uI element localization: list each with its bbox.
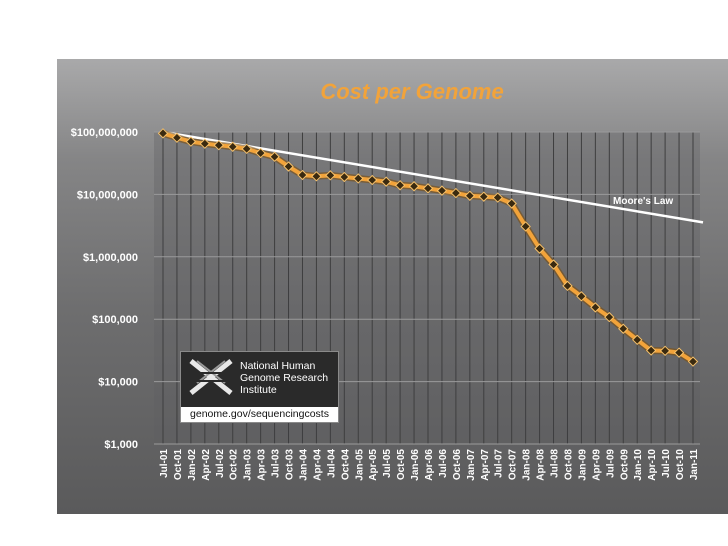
chart-slide: Cost per Genome $100,000,000 $10,000,000 $… bbox=[57, 59, 728, 514]
x-tick-label: Jan-08 bbox=[522, 449, 533, 481]
x-tick-label: Oct-02 bbox=[229, 449, 240, 481]
x-tick-label: Jan-03 bbox=[243, 449, 254, 481]
cost-data-point bbox=[478, 191, 489, 202]
y-axis: $100,000,000 $10,000,000 $1,000,000 $100,00… bbox=[71, 127, 138, 451]
cost-data-point bbox=[269, 151, 280, 162]
cost-data-point bbox=[632, 334, 643, 345]
y-tick-label: $1,000 bbox=[104, 439, 138, 451]
x-tick-label: Jul-03 bbox=[271, 449, 282, 478]
cost-data-point bbox=[673, 347, 685, 358]
cost-data-point bbox=[548, 259, 559, 270]
x-tick-label: Jan-10 bbox=[633, 449, 644, 481]
cost-data-point bbox=[380, 176, 392, 187]
x-tick-label: Oct-03 bbox=[285, 449, 296, 481]
cost-data-point bbox=[506, 198, 517, 209]
y-tick-label: $10,000,000 bbox=[77, 189, 138, 201]
cost-data-point bbox=[450, 187, 462, 199]
x-tick-label: Apr-08 bbox=[536, 449, 547, 481]
cost-data-point bbox=[394, 180, 406, 191]
cost-data-point bbox=[492, 192, 503, 203]
logo-line-3: Institute bbox=[240, 384, 277, 396]
y-tick-label: $100,000,000 bbox=[71, 127, 138, 139]
moores-law-line bbox=[162, 130, 704, 224]
cost-data-point bbox=[687, 356, 699, 367]
x-tick-label: Oct-04 bbox=[340, 449, 351, 481]
nhgri-logo: National Human Genome Research Institute… bbox=[180, 351, 339, 423]
series-layer bbox=[157, 128, 704, 367]
cost-data-point bbox=[562, 280, 573, 292]
logo-line-2: Genome Research bbox=[240, 372, 329, 384]
chart-svg: Cost per Genome $100,000,000$10,000,000$… bbox=[71, 79, 704, 481]
x-tick-label: Oct-08 bbox=[563, 449, 574, 481]
cost-data-point bbox=[325, 170, 336, 181]
cost-data-point bbox=[241, 143, 252, 155]
cost-data-point bbox=[339, 171, 350, 183]
cost-data-point bbox=[408, 181, 420, 192]
cost-data-point bbox=[283, 161, 294, 172]
logo-line-1: National Human bbox=[240, 360, 316, 372]
x-tick-label: Jul-04 bbox=[326, 449, 337, 478]
cost-data-point bbox=[618, 323, 629, 334]
cost-data-point bbox=[436, 185, 448, 196]
x-tick-label: Jul-09 bbox=[605, 449, 616, 478]
x-tick-label: Jul-05 bbox=[382, 449, 393, 478]
x-tick-label: Jan-11 bbox=[689, 449, 700, 481]
y-tick-label: $100,000 bbox=[92, 314, 138, 326]
cost-data-point bbox=[297, 169, 308, 181]
cost-data-point bbox=[590, 302, 601, 313]
x-tick-label: Oct-01 bbox=[173, 449, 184, 481]
chart-title: Cost per Genome bbox=[320, 79, 503, 104]
cost-data-point bbox=[311, 171, 322, 182]
x-tick-label: Jan-04 bbox=[298, 449, 309, 481]
x-tick-label: Oct-09 bbox=[619, 449, 630, 481]
cost-data-point bbox=[645, 345, 657, 356]
x-tick-label: Jan-06 bbox=[410, 449, 421, 481]
cost-data-point bbox=[353, 173, 364, 184]
x-tick-label: Jul-10 bbox=[661, 449, 672, 478]
x-tick-label: Apr-02 bbox=[201, 449, 212, 481]
cost-data-point bbox=[185, 136, 197, 147]
x-tick-label: Jul-08 bbox=[550, 449, 561, 478]
cost-data-point bbox=[171, 132, 183, 143]
x-tick-label: Jul-02 bbox=[215, 449, 226, 478]
cost-data-point bbox=[227, 141, 238, 152]
x-tick-label: Apr-07 bbox=[480, 449, 491, 481]
cost-data-point bbox=[534, 243, 545, 254]
x-tick-label: Jan-02 bbox=[187, 449, 198, 481]
x-tick-label: Jul-07 bbox=[494, 449, 505, 478]
x-tick-label: Apr-03 bbox=[257, 449, 268, 481]
cost-data-point bbox=[255, 147, 266, 159]
x-tick-label: Apr-04 bbox=[312, 449, 323, 481]
cost-data-point bbox=[659, 345, 671, 357]
x-tick-label: Oct-05 bbox=[396, 449, 407, 481]
cost-data-point bbox=[199, 138, 211, 149]
moores-law-label: Moore's Law bbox=[613, 196, 673, 207]
x-tick-label: Apr-10 bbox=[647, 449, 658, 481]
x-tick-label: Jul-01 bbox=[159, 449, 170, 478]
logo-url: genome.gov/sequencingcosts bbox=[181, 407, 338, 422]
x-tick-label: Apr-05 bbox=[368, 449, 379, 481]
x-tick-label: Jan-05 bbox=[354, 449, 365, 481]
cost-data-point bbox=[576, 291, 587, 302]
nhgri-x-mark-icon bbox=[189, 359, 233, 395]
cost-data-point bbox=[422, 183, 434, 194]
x-tick-label: Jul-06 bbox=[438, 449, 449, 478]
cost-data-point bbox=[464, 190, 476, 201]
x-tick-label: Apr-06 bbox=[424, 449, 435, 481]
x-axis: Jul-01 Oct-01 Jan-02 Apr-02 Jul-02 Oct-02 Jan-… bbox=[159, 449, 700, 481]
cost-data-point bbox=[367, 174, 378, 186]
y-tick-label: $1,000,000 bbox=[83, 252, 138, 264]
cost-data-point bbox=[213, 139, 224, 151]
y-tick-label: $10,000 bbox=[98, 377, 138, 389]
cost-data-point bbox=[604, 311, 615, 323]
x-tick-label: Jan-07 bbox=[466, 449, 477, 481]
x-tick-label: Apr-09 bbox=[591, 449, 602, 481]
x-tick-label: Oct-07 bbox=[508, 449, 519, 481]
x-tick-label: Oct-10 bbox=[675, 449, 686, 481]
x-tick-label: Oct-06 bbox=[452, 449, 463, 481]
cost-data-point bbox=[520, 221, 531, 232]
cost-data-point bbox=[157, 128, 169, 139]
x-tick-label: Jan-09 bbox=[577, 449, 588, 481]
